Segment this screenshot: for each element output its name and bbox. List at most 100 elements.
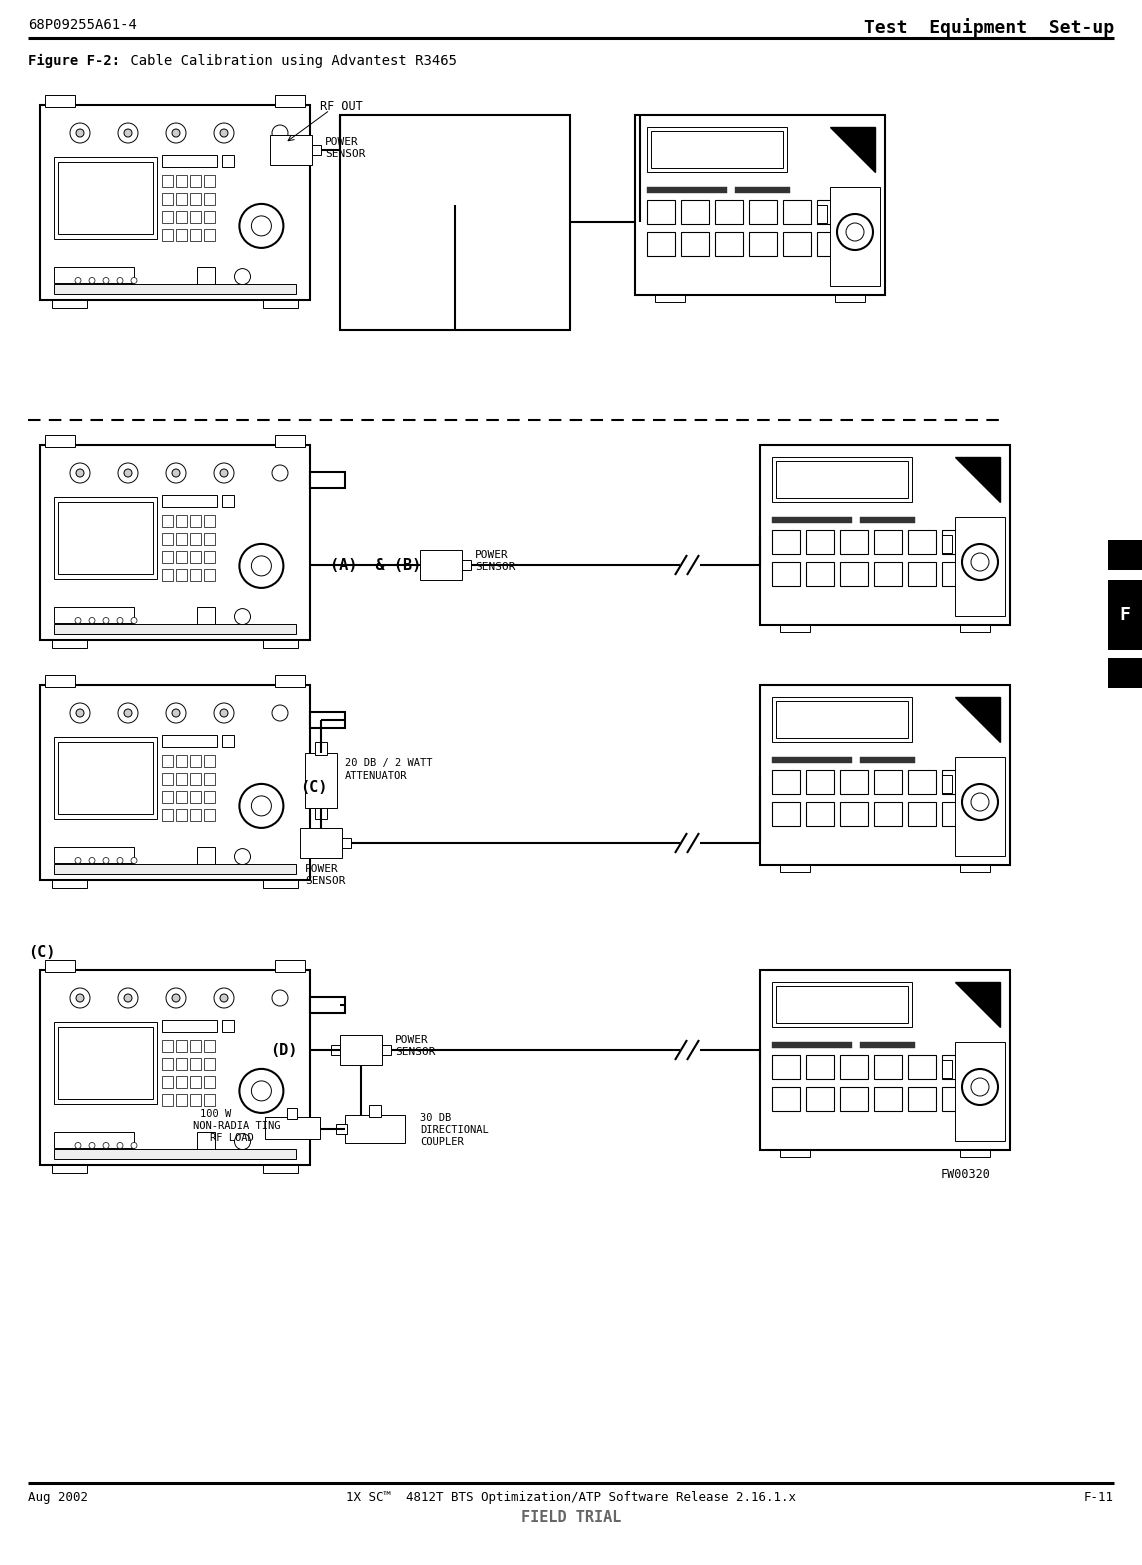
Circle shape [118, 463, 138, 484]
Circle shape [251, 1081, 272, 1100]
Circle shape [240, 784, 283, 828]
Bar [176, 754, 186, 767]
Bar [806, 1088, 834, 1111]
Circle shape [220, 709, 228, 717]
Bar [749, 200, 777, 224]
Text: POWER: POWER [475, 549, 508, 560]
Circle shape [124, 128, 132, 138]
Bar [196, 847, 215, 865]
Bar [176, 515, 186, 527]
Bar [58, 742, 153, 814]
Bar [783, 200, 811, 224]
Circle shape [234, 269, 250, 285]
Bar [203, 1077, 215, 1088]
Bar [176, 1058, 186, 1070]
Bar [780, 865, 810, 872]
Bar [874, 1055, 902, 1078]
Circle shape [172, 128, 180, 138]
Bar [783, 232, 811, 257]
Bar [874, 562, 902, 585]
Bar [942, 1060, 952, 1078]
Bar [203, 570, 215, 581]
Bar [190, 790, 201, 803]
Bar [263, 880, 298, 887]
Bar [54, 1131, 134, 1147]
Bar [806, 770, 834, 793]
Circle shape [166, 124, 186, 142]
Bar [908, 562, 936, 585]
Bar [806, 562, 834, 585]
Bar [265, 1131, 320, 1136]
Bar [265, 1117, 320, 1139]
Bar [203, 228, 215, 241]
Circle shape [272, 125, 288, 141]
Text: SENSOR: SENSOR [325, 149, 365, 160]
Bar [161, 1077, 172, 1088]
Circle shape [220, 128, 228, 138]
Bar [860, 757, 915, 764]
Bar [190, 1041, 201, 1052]
Circle shape [131, 858, 137, 864]
Bar [53, 640, 87, 648]
Text: FW00320: FW00320 [940, 1167, 990, 1182]
Bar [176, 211, 186, 222]
Bar [45, 435, 75, 448]
Bar [715, 232, 743, 257]
Bar [942, 535, 952, 552]
Bar [40, 685, 309, 880]
Bar [176, 551, 186, 563]
Bar [58, 502, 153, 574]
Bar [190, 175, 201, 186]
Bar [287, 1108, 297, 1119]
Bar [176, 790, 186, 803]
Bar [203, 192, 215, 205]
Bar [190, 192, 201, 205]
Bar [908, 1055, 936, 1078]
Text: (C): (C) [29, 945, 55, 959]
Bar [203, 773, 215, 786]
Bar [772, 457, 912, 502]
Circle shape [118, 703, 138, 723]
Text: Cable Calibration using Advantest R3465: Cable Calibration using Advantest R3465 [122, 55, 457, 67]
Bar [54, 737, 156, 818]
Circle shape [75, 277, 81, 283]
Polygon shape [955, 981, 1000, 1027]
Bar [841, 801, 868, 826]
Bar [806, 531, 834, 554]
Bar [908, 801, 936, 826]
Bar [161, 175, 172, 186]
Bar [772, 1042, 852, 1049]
Bar [176, 809, 186, 822]
Circle shape [962, 1069, 998, 1105]
Bar [40, 105, 309, 300]
Bar [275, 95, 305, 106]
Bar [908, 770, 936, 793]
Bar [45, 95, 75, 106]
Bar [942, 770, 970, 793]
Bar [54, 847, 134, 862]
Circle shape [89, 858, 95, 864]
Bar [222, 736, 233, 747]
Bar [908, 1088, 936, 1111]
Bar [203, 1094, 215, 1106]
Bar [908, 531, 936, 554]
Text: POWER: POWER [305, 864, 339, 873]
Text: (A)  & (B): (A) & (B) [330, 559, 421, 573]
Bar [203, 754, 215, 767]
Text: POWER: POWER [395, 1034, 428, 1045]
Circle shape [971, 552, 989, 571]
Circle shape [240, 1069, 283, 1113]
Bar [161, 495, 217, 507]
Circle shape [70, 124, 90, 142]
Bar [275, 959, 305, 972]
Text: 100 W: 100 W [200, 1110, 231, 1119]
Circle shape [116, 858, 123, 864]
Bar [960, 624, 990, 632]
Bar [196, 268, 215, 285]
Bar [749, 232, 777, 257]
Bar [40, 444, 309, 640]
Circle shape [75, 618, 81, 623]
Bar [161, 1058, 172, 1070]
Circle shape [272, 991, 288, 1006]
Circle shape [131, 618, 137, 623]
